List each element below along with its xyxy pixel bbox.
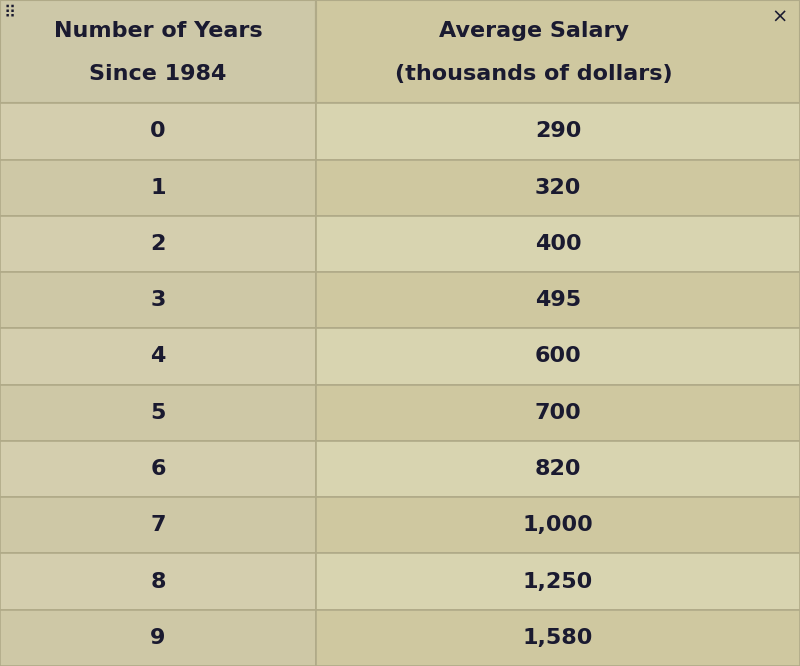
Text: Since 1984: Since 1984 — [90, 65, 226, 85]
Text: 2: 2 — [150, 234, 166, 254]
Polygon shape — [0, 160, 316, 216]
Polygon shape — [316, 610, 800, 666]
Polygon shape — [316, 160, 800, 216]
Polygon shape — [316, 0, 800, 103]
Polygon shape — [316, 216, 800, 272]
Text: 400: 400 — [534, 234, 582, 254]
Polygon shape — [0, 610, 316, 666]
Text: 1,000: 1,000 — [522, 515, 594, 535]
Polygon shape — [0, 497, 316, 553]
Text: Number of Years: Number of Years — [54, 21, 262, 41]
Text: 290: 290 — [535, 121, 581, 141]
Polygon shape — [0, 216, 316, 272]
Polygon shape — [316, 103, 800, 160]
Text: 600: 600 — [534, 346, 582, 366]
Text: 820: 820 — [534, 459, 582, 479]
Polygon shape — [0, 0, 316, 103]
Text: 0: 0 — [150, 121, 166, 141]
Polygon shape — [0, 441, 316, 497]
Text: 4: 4 — [150, 346, 166, 366]
Polygon shape — [316, 385, 800, 441]
Text: Average Salary: Average Salary — [439, 21, 629, 41]
Text: 320: 320 — [535, 178, 581, 198]
Text: 1,580: 1,580 — [523, 628, 593, 648]
Text: 7: 7 — [150, 515, 166, 535]
Text: 495: 495 — [535, 290, 581, 310]
Polygon shape — [0, 272, 316, 328]
Polygon shape — [316, 441, 800, 497]
Polygon shape — [316, 328, 800, 385]
Text: ×: × — [772, 8, 788, 27]
Text: 1: 1 — [150, 178, 166, 198]
Text: 5: 5 — [150, 403, 166, 423]
Polygon shape — [0, 328, 316, 385]
Text: (thousands of dollars): (thousands of dollars) — [395, 65, 673, 85]
Text: 9: 9 — [150, 628, 166, 648]
Text: 8: 8 — [150, 571, 166, 591]
Polygon shape — [316, 272, 800, 328]
Polygon shape — [0, 103, 316, 160]
Text: 6: 6 — [150, 459, 166, 479]
Polygon shape — [316, 497, 800, 553]
Polygon shape — [316, 553, 800, 610]
Text: ⠿: ⠿ — [4, 3, 16, 21]
Polygon shape — [0, 553, 316, 610]
Text: 700: 700 — [534, 403, 582, 423]
Text: 1,250: 1,250 — [523, 571, 593, 591]
Polygon shape — [0, 385, 316, 441]
Text: 3: 3 — [150, 290, 166, 310]
